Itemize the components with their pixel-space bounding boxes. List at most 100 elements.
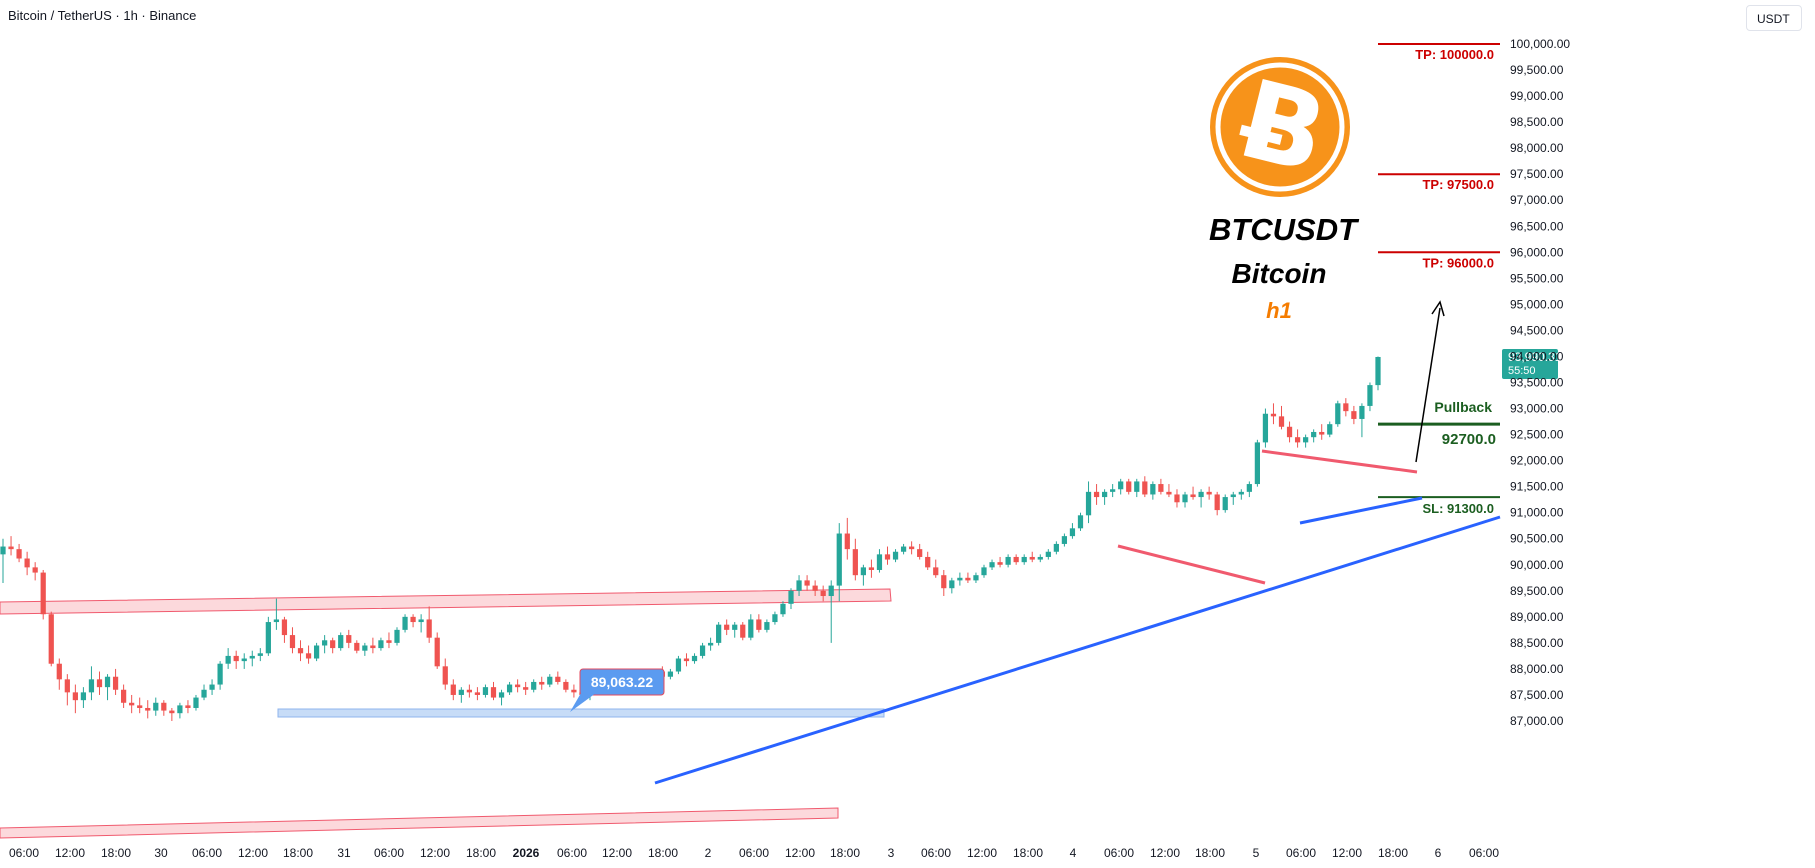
candle-body [0, 546, 6, 555]
take-profit-label: TP: 100000.0 [1415, 47, 1494, 62]
candle-body [48, 614, 54, 664]
candle-body [281, 619, 288, 636]
candle-body [1158, 484, 1164, 492]
time-tick: 06:00 [1286, 846, 1316, 860]
candle-body [852, 549, 858, 576]
price-tick: 87,000.00 [1510, 714, 1564, 728]
candle-body [1335, 403, 1341, 425]
price-callout-text: 89,063.22 [591, 674, 653, 690]
last-price-value: 93,990.31 [1508, 350, 1562, 364]
candle-body [1182, 494, 1188, 503]
channel-upper-band[interactable] [0, 588, 892, 615]
price-tick: 91,500.00 [1510, 480, 1564, 494]
time-tick: 12:00 [967, 846, 997, 860]
candle-body [900, 546, 907, 552]
candle-body [402, 616, 408, 630]
time-tick: 30 [154, 846, 168, 860]
candle-body [748, 619, 754, 638]
candle-body [555, 676, 561, 682]
candle-body [1190, 494, 1196, 498]
timeframe-label: h1 [1266, 298, 1292, 323]
candle-body [16, 549, 22, 559]
candle-body [1077, 515, 1084, 529]
candle-body [153, 702, 159, 711]
candle-body [828, 585, 834, 597]
candle-body [1246, 484, 1252, 492]
candle-body [1262, 413, 1269, 443]
candles [0, 356, 1381, 721]
candle-body [305, 653, 312, 659]
candle-body [515, 684, 521, 688]
flag-resistance-line[interactable] [1261, 449, 1418, 474]
candle-body [1254, 442, 1260, 485]
candle-body [1013, 556, 1019, 563]
candle-body [96, 679, 103, 688]
candle-body [989, 562, 995, 568]
price-tick: 89,500.00 [1510, 584, 1564, 598]
candle-body [145, 707, 151, 711]
chart-header: Bitcoin / TetherUS · 1h · Binance [8, 8, 197, 23]
ascending-trendline[interactable] [654, 515, 1501, 785]
candle-body [1126, 481, 1132, 492]
time-tick: 18:00 [101, 846, 131, 860]
flag-support-line[interactable] [1299, 496, 1423, 525]
candle-body [297, 648, 304, 654]
candle-body [764, 622, 770, 630]
candle-body [1134, 481, 1140, 492]
candle-body [1005, 556, 1011, 565]
time-tick: 18:00 [830, 846, 860, 860]
candle-body [394, 629, 400, 643]
time-tick: 12:00 [1332, 846, 1362, 860]
channel-lower-band[interactable] [0, 807, 839, 839]
candle-body [1037, 556, 1043, 560]
candle-body [667, 671, 674, 677]
time-tick: 06:00 [739, 846, 769, 860]
price-tick: 90,500.00 [1510, 532, 1564, 546]
candle-body [104, 676, 111, 688]
price-tick: 94,000.00 [1510, 349, 1564, 363]
candle-body [707, 642, 714, 646]
candle-body [346, 635, 352, 643]
candle-body [1198, 491, 1204, 498]
candle-body [121, 689, 127, 703]
candle-body [1101, 491, 1108, 498]
support-zone[interactable] [277, 708, 885, 718]
currency-selector[interactable]: USDT [1746, 5, 1802, 31]
candle-body [1270, 413, 1277, 417]
time-tick: 06:00 [1469, 846, 1499, 860]
projection-arrow [1415, 307, 1441, 463]
candle-body [973, 575, 979, 581]
price-tick: 87,500.00 [1510, 688, 1564, 702]
candle-body [169, 710, 175, 714]
candle-body [112, 676, 119, 690]
candle-body [1319, 431, 1325, 435]
candle-body [868, 567, 875, 570]
price-callout[interactable] [579, 668, 665, 696]
candle-body [1230, 494, 1236, 498]
candle-body [523, 687, 529, 690]
price-tick: 95,500.00 [1510, 271, 1564, 285]
resistance-line[interactable] [1117, 544, 1266, 585]
candle-body [1085, 491, 1092, 516]
candle-body [1069, 528, 1076, 537]
candle-body [925, 556, 931, 568]
candle-body [24, 558, 30, 568]
price-tick: 95,000.00 [1510, 297, 1564, 311]
price-tick: 97,000.00 [1510, 193, 1564, 207]
time-tick: 2 [705, 846, 712, 860]
price-tick: 97,500.00 [1510, 167, 1564, 181]
price-tick: 93,000.00 [1510, 402, 1564, 416]
candle-body [1278, 416, 1285, 427]
candle-body [8, 546, 14, 550]
candle-body [185, 705, 191, 708]
candle-body [683, 658, 690, 662]
price-tick: 93,500.00 [1510, 376, 1564, 390]
candle-body [1150, 484, 1156, 495]
candle-body [1351, 411, 1357, 419]
candle-body [265, 622, 271, 654]
candle-body [539, 681, 545, 685]
candle-body [1303, 437, 1309, 443]
candle-body [442, 666, 448, 685]
candle-body [740, 624, 746, 638]
